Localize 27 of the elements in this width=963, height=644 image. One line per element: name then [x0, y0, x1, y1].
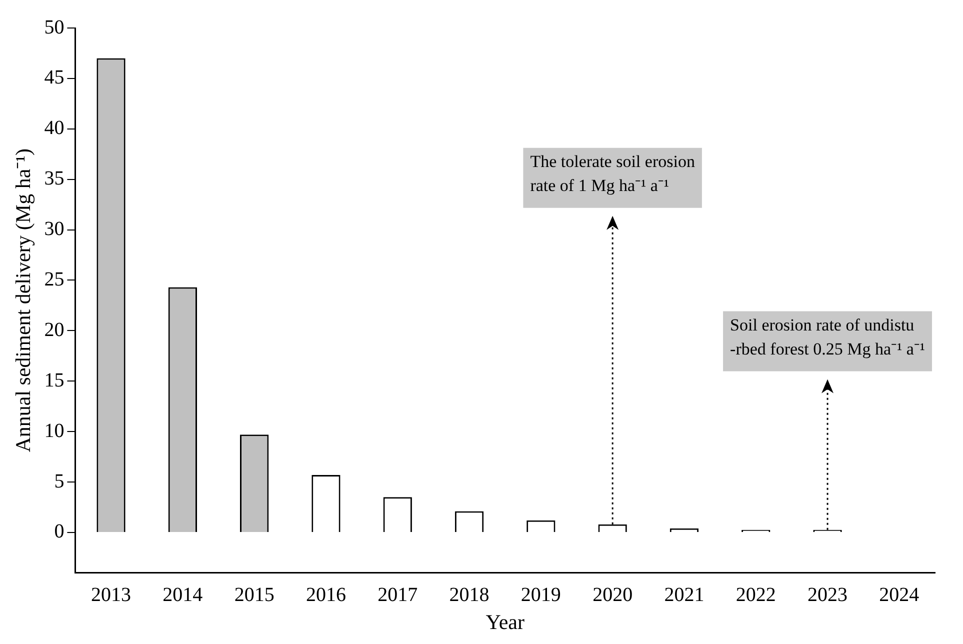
x-tick-label: 2015 [234, 584, 274, 606]
y-tick-label: 50 [44, 16, 64, 38]
x-tick-label: 2014 [162, 584, 203, 606]
y-tick-label: 15 [44, 369, 64, 392]
x-tick-label: 2013 [91, 584, 132, 606]
y-tick-label: 0 [54, 520, 64, 543]
annotation: The tolerate soil erosion rate of 1 Mg ha⁻¹ a⁻¹ [530, 152, 696, 195]
x-tick-label: 2017 [378, 584, 418, 606]
x-axis-title: Year [486, 610, 524, 634]
x-tick-label: 2020 [592, 584, 633, 606]
x-tick-label: 2016 [306, 584, 346, 606]
x-tick-label: 2021 [664, 584, 704, 606]
y-tick-label: 20 [44, 318, 64, 341]
y-tick-label: 5 [54, 470, 64, 492]
x-tick-label: 2018 [449, 584, 490, 606]
y-tick-label: 25 [44, 268, 64, 290]
y-tick-label: 40 [44, 117, 64, 140]
y-tick-label: 10 [44, 420, 64, 442]
y-axis-title: Annual sediment delivery (Mg ha⁻¹) [11, 148, 36, 452]
x-tick-label: 2023 [808, 584, 848, 606]
annotation: Soil erosion rate of undistu -rbed forest 0.25 Mg ha⁻¹ a⁻¹ [730, 315, 926, 358]
x-tick-label: 2019 [520, 584, 561, 606]
x-tick-label: 2024 [879, 584, 920, 606]
y-tick-label: 45 [44, 66, 64, 89]
x-tick-label: 2022 [736, 584, 776, 606]
y-tick-label: 35 [44, 168, 64, 190]
y-tick-label: 30 [44, 218, 64, 240]
